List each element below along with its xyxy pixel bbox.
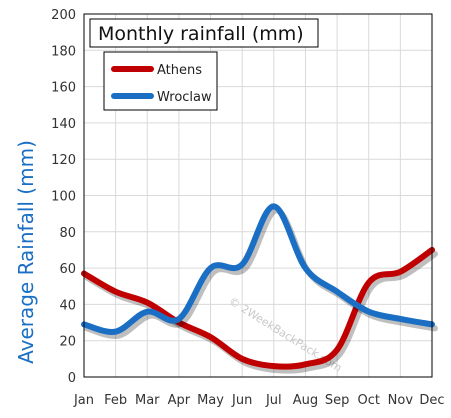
y-tick-label: 40 (59, 298, 76, 313)
legend-label-athens: Athens (157, 63, 202, 78)
y-tick-label: 180 (51, 44, 76, 59)
legend-label-wroclaw: Wroclaw (157, 90, 212, 105)
y-tick-label: 140 (51, 117, 76, 132)
chart-title-box: Monthly rainfall (mm) (89, 18, 319, 48)
y-tick-label: 60 (59, 262, 76, 277)
x-tick-label: Oct (357, 393, 379, 408)
y-tick-label: 100 (51, 190, 76, 205)
y-tick-label: 160 (51, 81, 76, 96)
x-axis-ticks: Jan Feb Mar Apr May Jun Jul Aug Sep Oct Nov Dec (73, 393, 445, 408)
x-tick-label: Dec (419, 393, 444, 408)
chart-title: Monthly rainfall (mm) (98, 23, 304, 45)
x-tick-label: Apr (168, 393, 191, 408)
series-line-athens (81, 246, 435, 370)
series-lines (81, 203, 438, 374)
x-tick-label: Nov (388, 393, 414, 408)
x-tick-label: Jun (231, 393, 252, 408)
x-tick-label: Jul (265, 393, 282, 408)
series-line-wroclaw (81, 203, 435, 335)
x-tick-label: Jan (73, 393, 94, 408)
x-tick-label: Aug (293, 393, 318, 408)
y-tick-label: 120 (51, 153, 76, 168)
y-axis-label: Average Rainfall (mm) (14, 140, 38, 364)
legend: Athens Wroclaw (103, 51, 218, 111)
y-tick-label: 80 (59, 226, 76, 241)
y-tick-label: 200 (51, 8, 76, 23)
x-tick-label: Feb (104, 393, 127, 408)
y-tick-label: 20 (59, 335, 76, 350)
x-tick-label: Sep (325, 393, 350, 408)
plot-frame (83, 13, 433, 378)
x-tick-label: May (197, 393, 224, 408)
y-tick-label: 0 (68, 371, 76, 386)
y-axis-ticks: 0 20 40 60 80 100 120 140 160 180 200 (51, 8, 76, 386)
x-tick-label: Mar (135, 393, 160, 408)
